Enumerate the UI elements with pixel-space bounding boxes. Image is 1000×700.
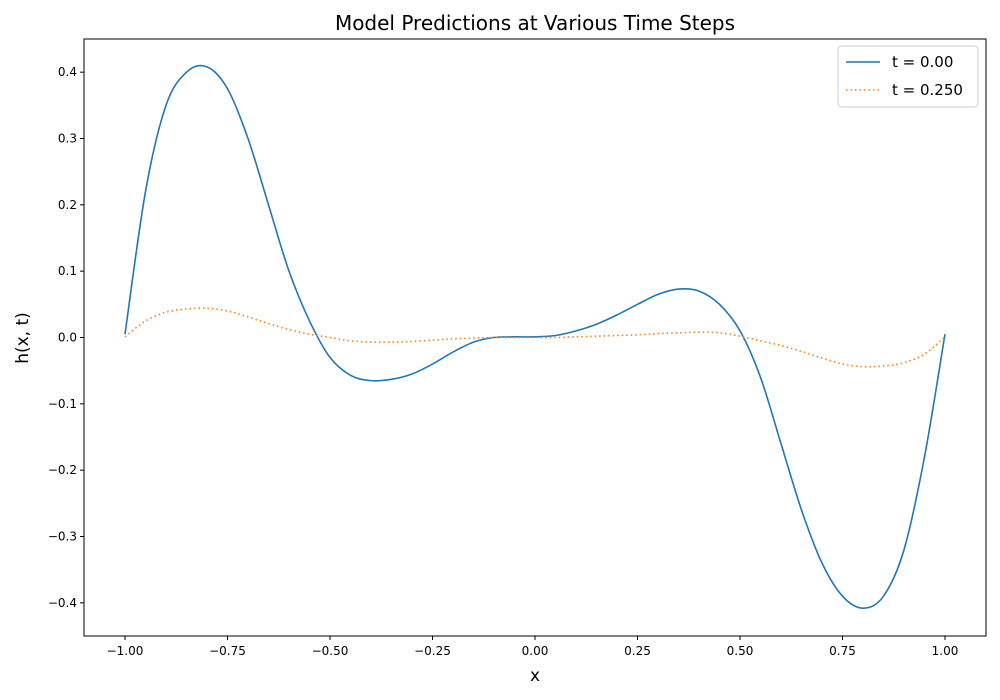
x-tick-label: −0.25	[414, 644, 451, 658]
y-tick-label: 0.1	[58, 264, 77, 278]
y-tick-label: −0.2	[48, 463, 77, 477]
y-tick-label: 0.2	[58, 198, 77, 212]
x-tick-label: 0.75	[829, 644, 856, 658]
y-tick-label: −0.1	[48, 397, 77, 411]
y-tick-label: −0.3	[48, 530, 77, 544]
y-axis: −0.4 −0.3 −0.2 −0.1 0.0 0.1 0.2 0.3 0.4	[48, 65, 84, 610]
legend: t = 0.00 t = 0.250	[837, 45, 979, 108]
x-tick-label: −0.75	[209, 644, 246, 658]
x-tick-label: −1.00	[107, 644, 144, 658]
y-tick-label: 0.0	[58, 331, 77, 345]
legend-label-1: t = 0.250	[892, 81, 963, 99]
y-tick-label: 0.4	[58, 65, 77, 79]
y-axis-title: h(x, t)	[13, 312, 33, 364]
y-tick-label: 0.3	[58, 132, 77, 146]
legend-label-0: t = 0.00	[892, 53, 953, 71]
x-axis: −1.00 −0.75 −0.50 −0.25 0.00 0.25 0.50 0.75 1.00	[107, 636, 959, 658]
x-tick-label: −0.50	[312, 644, 349, 658]
x-tick-label: 1.00	[932, 644, 959, 658]
x-axis-title: x	[530, 666, 540, 686]
chart-title: Model Predictions at Various Time Steps	[335, 11, 735, 35]
series-line-0	[124, 64, 946, 609]
x-tick-label: 0.50	[727, 644, 754, 658]
x-tick-label: 0.25	[624, 644, 651, 658]
y-tick-label: −0.4	[48, 596, 77, 610]
x-tick-label: 0.00	[522, 644, 549, 658]
series-layer	[124, 64, 946, 609]
